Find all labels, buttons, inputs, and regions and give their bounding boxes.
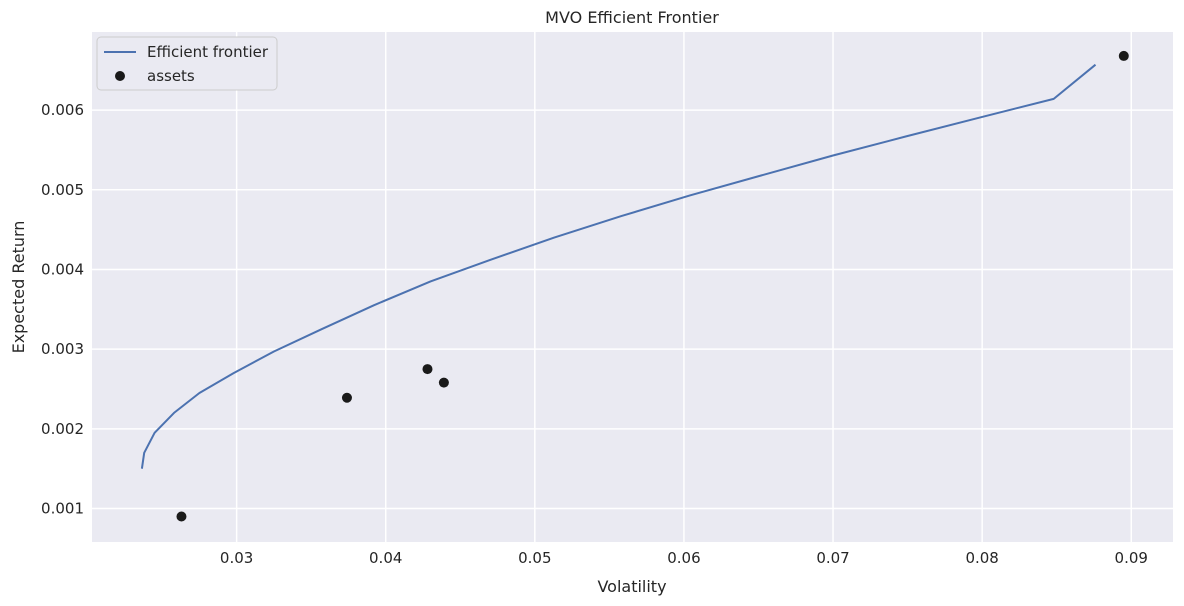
y-gridlines: [92, 109, 1173, 510]
x-tick-labels: 0.03 0.04 0.05 0.06 0.07 0.08 0.09: [220, 549, 1148, 567]
legend-marker-swatch: [115, 71, 125, 81]
asset-point: [422, 364, 433, 375]
y-axis-title: Expected Return: [9, 221, 28, 354]
x-tick-label: 0.05: [518, 549, 551, 567]
x-tick-label: 0.06: [667, 549, 700, 567]
legend-label-assets: assets: [147, 67, 195, 85]
chart-title: MVO Efficient Frontier: [545, 8, 719, 27]
asset-point: [1118, 50, 1129, 61]
x-tick-label: 0.04: [369, 549, 402, 567]
series-layer: [140, 50, 1129, 522]
asset-point: [438, 377, 449, 388]
legend: Efficient frontier assets: [96, 36, 278, 91]
y-tick-labels: 0.001 0.002 0.003 0.004 0.005 0.006: [41, 101, 84, 517]
y-tick-label: 0.005: [41, 181, 84, 199]
x-tick-label: 0.03: [220, 549, 253, 567]
x-tick-label: 0.07: [816, 549, 849, 567]
legend-box: [96, 36, 278, 91]
asset-point: [341, 392, 352, 403]
efficient-frontier-line: [140, 63, 1097, 469]
plot-area: [92, 32, 1173, 542]
x-tick-label: 0.08: [965, 549, 998, 567]
y-tick-label: 0.003: [41, 340, 84, 358]
legend-label-efficient-frontier: Efficient frontier: [147, 43, 269, 61]
x-axis-title: Volatility: [597, 577, 666, 596]
y-tick-label: 0.002: [41, 420, 84, 438]
x-tick-label: 0.09: [1115, 549, 1148, 567]
y-tick-label: 0.001: [41, 500, 84, 518]
asset-point: [176, 511, 187, 522]
y-tick-label: 0.006: [41, 101, 84, 119]
y-tick-label: 0.004: [41, 260, 84, 278]
